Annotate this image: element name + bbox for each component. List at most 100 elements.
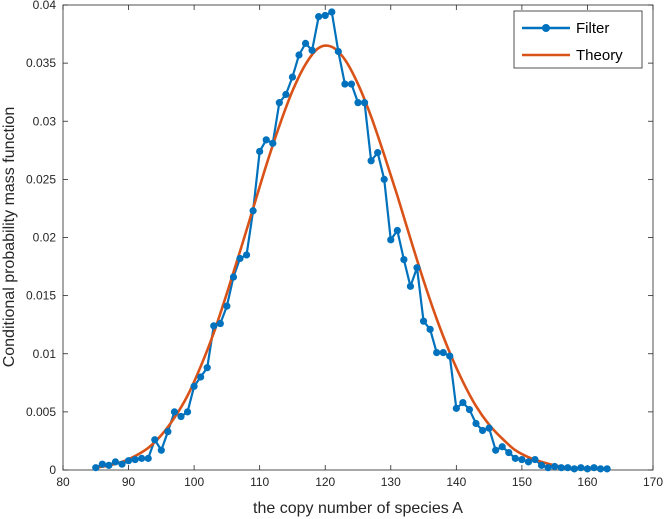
y-tick-label: 0.03 <box>33 114 57 128</box>
filter-point <box>577 464 585 472</box>
filter-point <box>570 465 578 473</box>
filter-point <box>210 322 218 330</box>
y-tick-label: 0.015 <box>26 289 56 303</box>
filter-point <box>242 251 251 259</box>
filter-point <box>544 464 552 472</box>
filter-point <box>236 254 244 263</box>
filter-point <box>190 382 198 390</box>
x-tick-label: 130 <box>381 475 401 489</box>
filter-point <box>524 458 533 466</box>
filter-point <box>197 373 205 381</box>
x-tick-label: 90 <box>122 475 136 489</box>
filter-point <box>459 398 467 407</box>
filter-point <box>308 46 316 54</box>
filter-point <box>537 461 546 469</box>
legend-box <box>513 10 643 69</box>
filter-point <box>492 446 500 454</box>
legend-filter-label: Filter <box>576 20 609 37</box>
filter-point <box>452 404 460 412</box>
y-tick-label: 0 <box>49 463 56 477</box>
filter-point <box>118 460 126 468</box>
filter-point <box>393 226 401 235</box>
x-tick-label: 160 <box>577 475 597 489</box>
filter-point <box>334 47 342 56</box>
filter-point <box>485 424 493 432</box>
filter-point <box>131 455 139 464</box>
filter-point <box>511 454 519 462</box>
filter-point <box>288 73 297 81</box>
filter-point <box>157 446 165 454</box>
filter-point <box>551 462 559 471</box>
filter-point <box>564 464 572 472</box>
filter-point <box>301 39 310 47</box>
filter-point <box>406 282 415 290</box>
x-tick-label: 120 <box>315 475 335 489</box>
filter-point <box>413 264 421 272</box>
filter-point <box>183 408 192 416</box>
series-theory-line <box>95 44 608 471</box>
filter-point <box>505 448 513 457</box>
filter-point <box>478 426 487 435</box>
filter-point <box>105 461 113 469</box>
filter-point <box>229 273 238 281</box>
filter-point <box>315 13 323 21</box>
filter-point <box>433 348 441 357</box>
filter-point <box>256 147 264 156</box>
filter-point <box>98 460 106 468</box>
filter-point <box>439 348 447 357</box>
filter-point <box>321 11 329 20</box>
filter-point <box>387 236 395 244</box>
filter-point <box>367 157 375 165</box>
filter-point <box>144 454 152 462</box>
filter-point <box>151 436 159 444</box>
filter-point <box>269 139 277 147</box>
filter-point <box>177 412 185 421</box>
filter-point <box>249 207 257 215</box>
series-layer <box>92 8 611 473</box>
y-tick-label: 0.02 <box>33 231 57 245</box>
filter-point <box>328 8 336 16</box>
filter-point <box>203 364 211 372</box>
filter-point <box>465 405 474 414</box>
filter-point <box>498 443 506 451</box>
filter-point <box>111 458 120 466</box>
y-tick-label: 0.04 <box>33 0 57 12</box>
filter-point <box>603 465 611 473</box>
filter-point <box>400 255 408 264</box>
filter-point <box>275 99 283 107</box>
filter-point <box>354 99 362 107</box>
filter-point <box>360 99 369 107</box>
x-tick-label: 110 <box>250 475 269 489</box>
filter-point <box>472 419 480 428</box>
filter-point <box>282 90 290 99</box>
plot-area <box>62 4 654 471</box>
filter-point <box>164 428 172 436</box>
filter-point <box>446 352 454 360</box>
filter-point <box>380 175 388 183</box>
y-axis-label: Conditional probability mass function <box>1 107 18 368</box>
x-tick-label: 100 <box>184 475 204 489</box>
x-axis-label: the copy number of species A <box>253 500 463 517</box>
filter-point <box>419 317 428 325</box>
x-tick-label: 170 <box>643 475 663 489</box>
filter-point <box>583 465 592 473</box>
filter-point <box>557 464 565 472</box>
filter-point <box>138 454 146 462</box>
filter-point <box>596 465 605 473</box>
legend-filter-marker <box>542 24 550 32</box>
x-tick-label: 140 <box>446 475 466 489</box>
filter-point <box>374 149 382 157</box>
filter-point <box>295 51 303 59</box>
legend: Filter Theory <box>513 10 643 69</box>
filter-point <box>262 136 270 144</box>
filter-point <box>426 325 434 333</box>
filter-point <box>216 319 224 328</box>
filter-point <box>341 80 349 88</box>
filter-point <box>170 408 179 416</box>
y-tick-label: 0.025 <box>26 172 56 186</box>
y-tick-label: 0.005 <box>26 405 56 419</box>
filter-point <box>590 464 598 472</box>
y-axis-ticks: 0 0.005 0.01 0.015 0.02 0.025 0.03 0.035 0.04 <box>26 0 653 477</box>
filter-point <box>223 302 231 310</box>
